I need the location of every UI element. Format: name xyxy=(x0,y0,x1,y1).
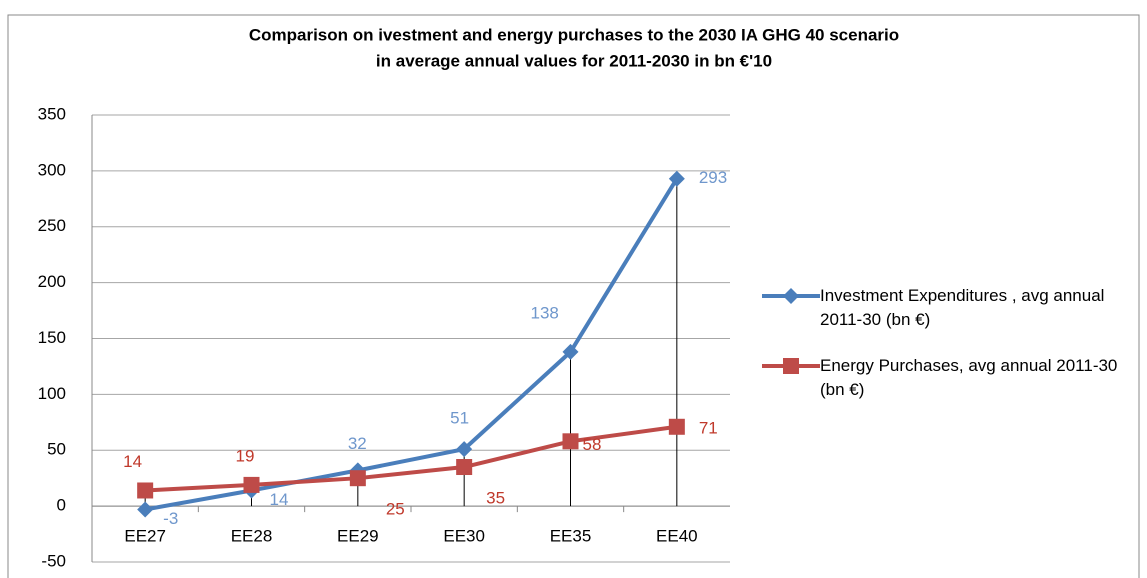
data-label: 51 xyxy=(450,409,469,428)
data-label: 25 xyxy=(386,500,405,519)
marker xyxy=(668,418,685,435)
legend-label: Energy Purchases, avg annual 2011-30 (bn… xyxy=(820,356,1118,399)
y-tick-label: 100 xyxy=(38,384,66,403)
marker xyxy=(456,459,473,476)
x-tick-label: EE35 xyxy=(550,527,592,546)
chart-border xyxy=(7,14,1140,578)
chart-title: Comparison on ivestment and energy purch… xyxy=(249,25,899,44)
marker xyxy=(349,470,366,487)
y-tick-label: 150 xyxy=(38,328,66,347)
y-tick-label: 200 xyxy=(38,272,66,291)
data-label: 32 xyxy=(348,434,367,453)
chart-subtitle: in average annual values for 2011-2030 i… xyxy=(376,51,772,70)
marker xyxy=(137,482,154,499)
series-line xyxy=(144,177,679,512)
data-label: 71 xyxy=(699,418,718,437)
y-tick-label: 300 xyxy=(38,160,66,179)
marker xyxy=(243,476,260,493)
data-label: 138 xyxy=(531,303,559,322)
y-tick-label: 0 xyxy=(57,496,66,515)
data-label: 293 xyxy=(699,168,727,187)
data-label: 14 xyxy=(270,490,289,509)
marker xyxy=(668,170,685,187)
data-label: 14 xyxy=(123,452,142,471)
marker xyxy=(137,501,154,518)
x-tick-label: EE28 xyxy=(231,527,273,546)
y-tick-label: 350 xyxy=(38,104,66,123)
data-label: -3 xyxy=(163,509,178,528)
marker xyxy=(562,433,579,450)
x-tick-label: EE40 xyxy=(656,527,698,546)
x-tick-label: EE27 xyxy=(124,527,166,546)
marker xyxy=(783,358,799,374)
data-label: 19 xyxy=(236,446,255,465)
series-line xyxy=(145,424,678,493)
marker xyxy=(783,288,799,304)
marker xyxy=(562,343,579,360)
y-tick-label: 50 xyxy=(47,440,66,459)
x-tick-label: EE29 xyxy=(337,527,379,546)
data-label: 35 xyxy=(486,488,505,507)
data-label: 58 xyxy=(583,435,602,454)
marker xyxy=(456,441,473,458)
y-tick-label: 250 xyxy=(38,216,66,235)
y-tick-label: -50 xyxy=(41,551,66,570)
x-tick-label: EE30 xyxy=(443,527,485,546)
legend-label: Investment Expenditures , avg annual 201… xyxy=(820,286,1105,329)
